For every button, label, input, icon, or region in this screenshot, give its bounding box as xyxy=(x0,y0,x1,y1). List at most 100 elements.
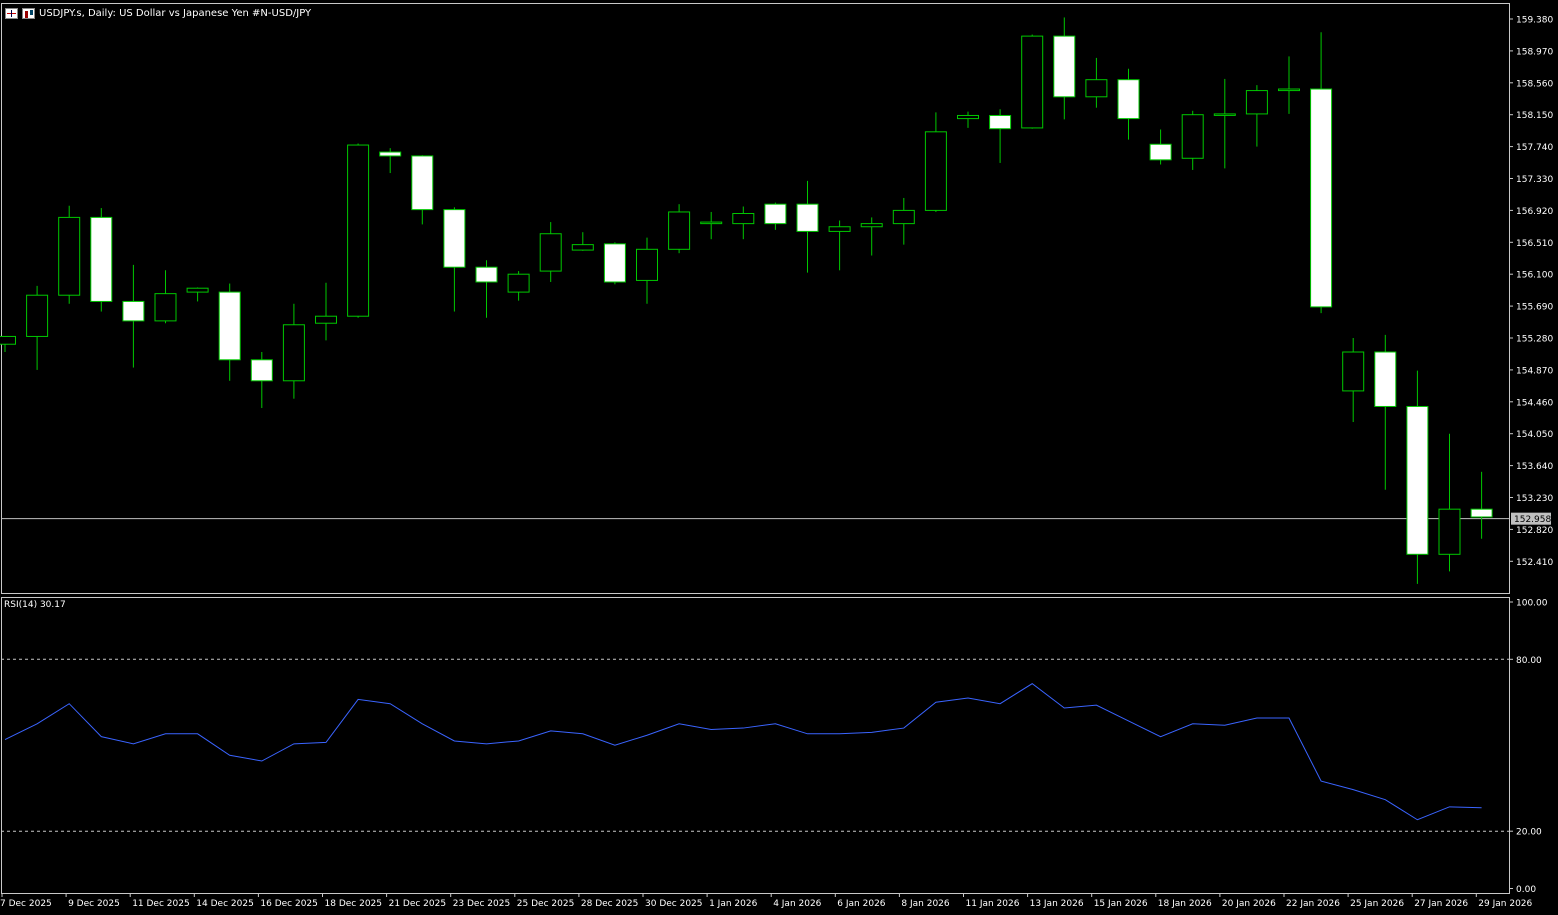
bear-candle-body xyxy=(218,291,241,361)
candle xyxy=(764,202,787,230)
time-tick-label: 13 Jan 2026 xyxy=(1030,899,1084,909)
bull-candle-body xyxy=(860,223,883,228)
time-tick-label: 25 Jan 2026 xyxy=(1350,899,1404,909)
bull-candle-body xyxy=(1085,79,1108,98)
price-axis: 159.380 158.970 158.560 158.150 157.740 157.3… xyxy=(1509,16,1553,895)
candle xyxy=(892,197,915,245)
bull-candle-body xyxy=(315,315,337,324)
price-tick-label: 159.380 xyxy=(1516,16,1553,26)
price-tick-label: 154.460 xyxy=(1516,398,1553,408)
bear-candle-body xyxy=(1310,88,1333,308)
time-tick-label: 30 Dec 2025 xyxy=(645,899,703,909)
time-tick-label: 9 Dec 2025 xyxy=(68,899,120,909)
price-tick-label: 153.640 xyxy=(1516,462,1553,472)
time-tick-label: 20 Jan 2026 xyxy=(1222,899,1276,909)
candle xyxy=(347,143,370,318)
bull-candle-body xyxy=(1438,508,1461,555)
bull-candle-body xyxy=(154,293,177,322)
bull-candle-body xyxy=(732,213,755,225)
candle xyxy=(1374,334,1397,490)
bull-candle-body xyxy=(1278,88,1300,92)
current-price-label: 152.958 xyxy=(1514,515,1551,525)
time-tick-label: 22 Jan 2026 xyxy=(1286,899,1340,909)
candle xyxy=(571,232,594,251)
candle xyxy=(250,352,273,409)
price-tick-label: 156.920 xyxy=(1516,207,1553,217)
time-tick-label: 28 Dec 2025 xyxy=(581,899,639,909)
price-tick-label: 155.280 xyxy=(1516,335,1553,345)
candle xyxy=(1278,56,1300,114)
bear-candle-body xyxy=(411,155,434,211)
candle xyxy=(379,148,402,174)
bear-candle-body xyxy=(1053,35,1076,98)
candle xyxy=(957,111,979,128)
rsi-series xyxy=(1,658,1509,832)
time-tick-label: 29 Jan 2026 xyxy=(1478,899,1532,909)
price-tick-label: 158.560 xyxy=(1516,79,1553,89)
time-tick-label: 14 Dec 2025 xyxy=(196,899,254,909)
candle xyxy=(1406,370,1429,584)
bear-candle-body xyxy=(989,114,1012,130)
bear-candle-body xyxy=(603,243,626,283)
candle xyxy=(1342,338,1365,423)
candle xyxy=(1470,471,1493,539)
bull-candle-body xyxy=(539,233,562,272)
time-tick-label: 11 Jan 2026 xyxy=(966,899,1020,909)
bar-chart-icon[interactable] xyxy=(22,7,35,19)
candle xyxy=(668,204,691,254)
bear-candle-body xyxy=(90,216,113,302)
time-tick-label: 6 Jan 2026 xyxy=(837,899,885,909)
bear-candle-body xyxy=(796,203,819,232)
candle xyxy=(122,264,145,368)
time-tick-label: 16 Dec 2025 xyxy=(260,899,318,909)
candle xyxy=(315,282,337,341)
bull-candle-body xyxy=(507,273,530,293)
price-tick-label: 158.150 xyxy=(1516,111,1553,121)
candle xyxy=(603,242,626,285)
candle xyxy=(58,205,81,304)
price-panel-frame xyxy=(1,3,1510,594)
candle xyxy=(828,220,851,271)
candle xyxy=(1213,78,1236,169)
bull-candle-body xyxy=(1245,90,1268,115)
bull-candle-body xyxy=(282,324,305,382)
bull-candle-body xyxy=(957,114,979,120)
bull-candle-body xyxy=(1021,35,1044,129)
candlestick-series xyxy=(0,17,1493,584)
bear-candle-body xyxy=(1149,143,1172,161)
bull-candle-body xyxy=(1181,114,1204,159)
candle xyxy=(732,206,755,240)
bull-candle-body xyxy=(186,287,209,293)
candle xyxy=(507,271,530,301)
bear-candle-body xyxy=(764,203,787,225)
candle xyxy=(1021,34,1044,129)
rsi-tick-label: 20.00 xyxy=(1516,828,1542,838)
chart-title: USDJPY.s, Daily: US Dollar vs Japanese Y… xyxy=(39,7,312,19)
bull-candle-body xyxy=(58,216,81,296)
time-tick-label: 18 Dec 2025 xyxy=(325,899,383,909)
price-tick-label: 157.740 xyxy=(1516,143,1553,153)
time-tick-label: 15 Jan 2026 xyxy=(1094,899,1148,909)
candle xyxy=(443,207,466,312)
time-tick-label: 18 Jan 2026 xyxy=(1158,899,1212,909)
price-tick-label: 155.690 xyxy=(1516,303,1553,313)
rsi-tick-label: 0.00 xyxy=(1516,885,1536,895)
rsi-line xyxy=(4,683,1482,821)
candle xyxy=(411,155,434,225)
candle xyxy=(796,180,819,273)
price-tick-label: 156.510 xyxy=(1516,239,1553,249)
candle xyxy=(26,285,49,370)
candle xyxy=(1149,129,1172,165)
candle xyxy=(218,283,241,381)
candle xyxy=(0,335,16,353)
grid-window-icon[interactable] xyxy=(5,7,18,19)
candle xyxy=(636,237,658,304)
bull-candle-body xyxy=(1342,351,1365,392)
candle xyxy=(90,208,113,312)
current-price-tag xyxy=(1511,512,1551,525)
time-tick-label: 27 Jan 2026 xyxy=(1414,899,1468,909)
rsi-label: RSI(14) 30.17 xyxy=(4,600,66,610)
price-tick-label: 158.970 xyxy=(1516,47,1553,57)
candle xyxy=(860,217,883,256)
